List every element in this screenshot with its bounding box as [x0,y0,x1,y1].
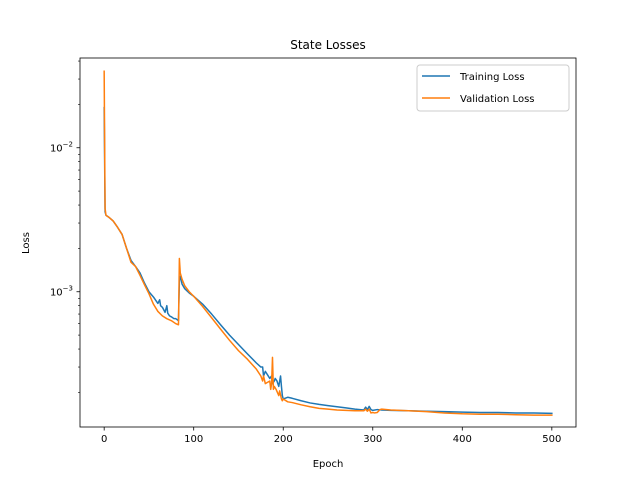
series-line-training-loss [103,106,553,415]
series-line-validation-loss [103,70,553,416]
y-axis-title: Loss [21,232,32,254]
plot-area: 0 100 200 300 400 500 10−2 10−3 [50,57,577,445]
x-tick-label: 200 [274,434,293,445]
legend-label-validation: Validation Loss [460,94,535,105]
y-tick-label: 10−3 [50,285,73,299]
plot-background [80,58,576,427]
y-tick-label: 10−2 [50,141,73,155]
x-tick-label: 300 [363,434,382,445]
y-axis-ticks: 10−2 10−3 [50,60,80,393]
x-axis-title: Epoch [313,459,344,470]
chart-title: State Losses [290,38,366,52]
x-tick-label: 500 [542,434,561,445]
plot-frame [79,57,577,428]
x-axis-ticks: 0 100 200 300 400 500 [101,427,561,445]
legend: Training Loss Validation Loss [416,64,570,112]
x-tick-label: 0 [101,434,107,445]
series-layer [103,70,553,416]
x-tick-label: 100 [184,434,203,445]
x-tick-label: 400 [453,434,472,445]
legend-label-training: Training Loss [459,72,525,83]
legend-box [416,64,570,112]
